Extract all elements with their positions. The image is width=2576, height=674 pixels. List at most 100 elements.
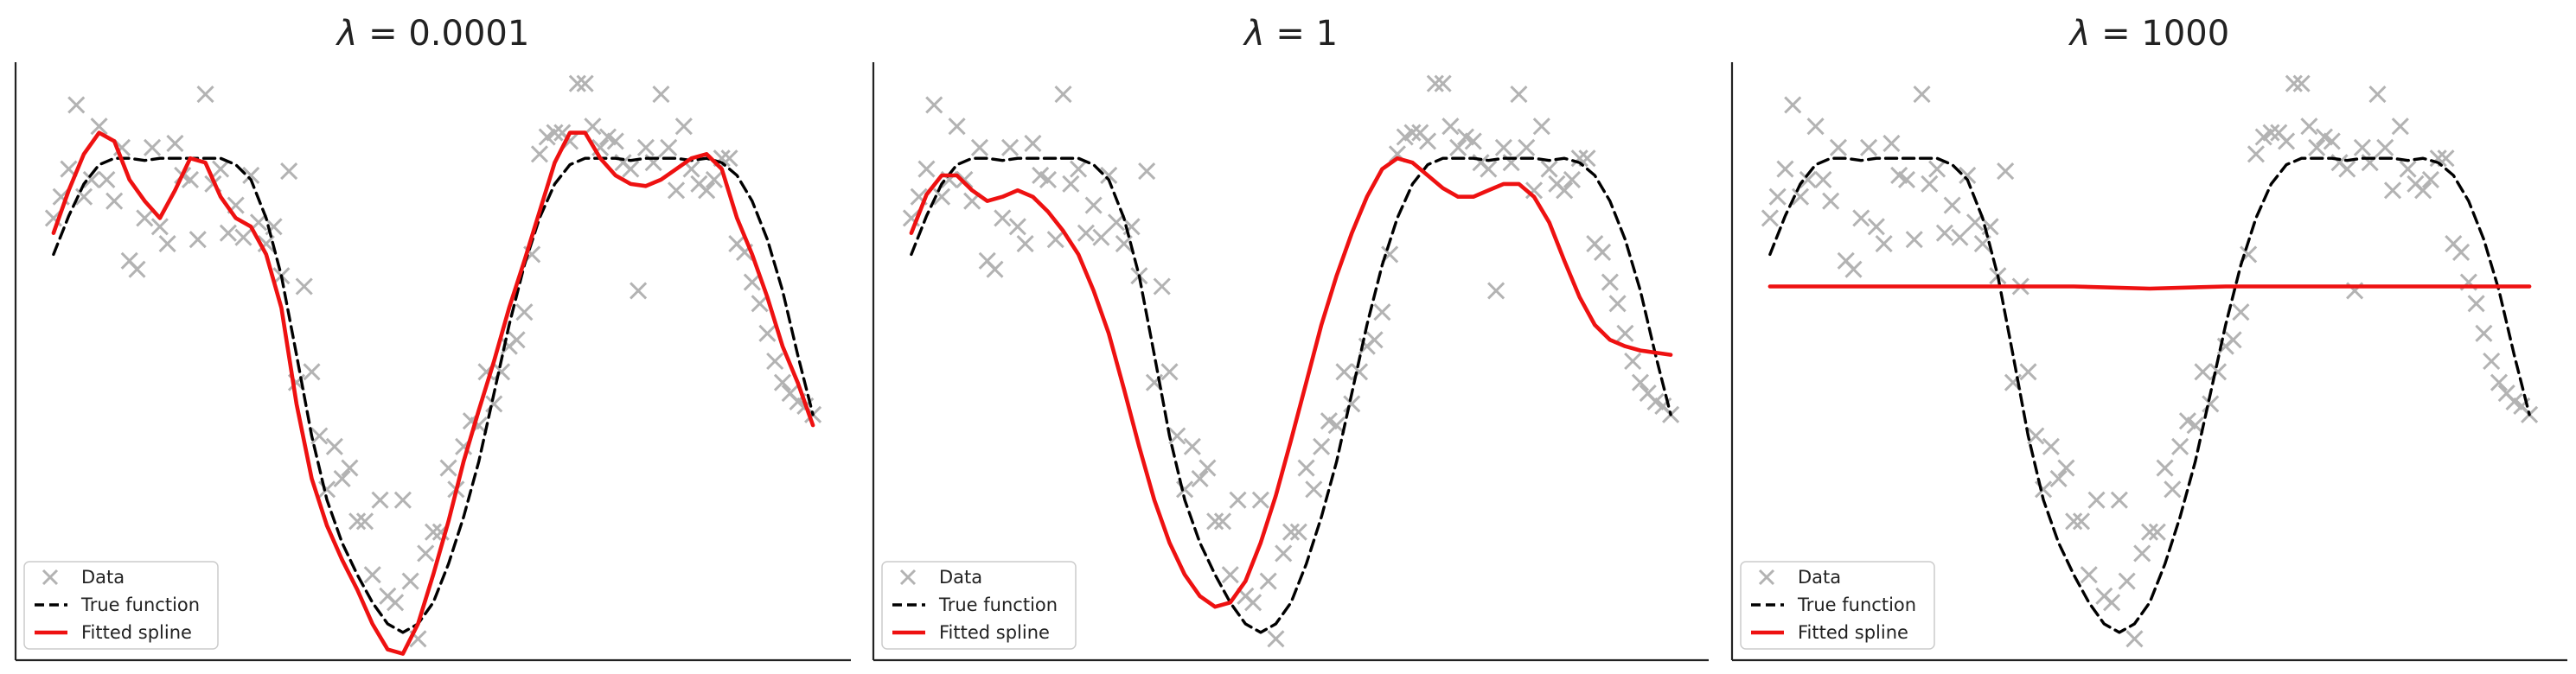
data-point-stroke <box>1175 480 1194 499</box>
data-point <box>1001 138 1020 156</box>
legend-label: True function <box>938 595 1058 615</box>
data-point-stroke <box>553 124 572 142</box>
data-point-stroke <box>82 170 100 188</box>
data-point <box>1776 160 1794 178</box>
data-point-stroke <box>2399 160 2417 178</box>
data-point <box>956 170 974 188</box>
data-point <box>1905 231 1923 249</box>
data-point-stroke <box>2353 138 2371 156</box>
legend-label: Fitted spline <box>81 622 192 643</box>
data-point <box>751 295 769 313</box>
data-point <box>530 145 549 163</box>
data-point-stroke <box>303 363 321 381</box>
data-point-stroke <box>899 569 917 586</box>
data-point <box>1624 352 1642 371</box>
data-point-stroke <box>363 566 381 584</box>
data-point-stroke <box>1282 523 1301 541</box>
legend-label: Data <box>1798 567 1841 588</box>
legend-frame <box>1740 561 1935 650</box>
data-point <box>67 96 86 114</box>
data-point <box>303 363 321 381</box>
data-point-stroke <box>2049 469 2068 487</box>
data-point-stroke <box>2178 412 2196 430</box>
data-point <box>515 303 534 321</box>
data-point <box>166 134 184 152</box>
data-point <box>1403 124 1422 142</box>
legend-item-true-function: True function <box>35 595 200 615</box>
data-point <box>2224 331 2242 349</box>
data-point-stroke <box>2368 86 2387 104</box>
data-point-stroke <box>348 512 367 531</box>
data-point-stroke <box>1259 572 1277 590</box>
legend-data-marker <box>42 569 59 586</box>
chart-title-prefix: λ = <box>1243 14 1316 54</box>
data-point <box>1327 416 1346 435</box>
data-point-stroke <box>98 170 116 188</box>
data-point-stroke <box>660 138 678 156</box>
data-point-stroke <box>485 395 503 413</box>
data-point <box>1070 160 1088 178</box>
data-point-stroke <box>1882 134 1901 152</box>
data-point-stroke <box>1966 213 1985 232</box>
data-point-stroke <box>994 209 1012 227</box>
data-point <box>2483 352 2501 371</box>
data-point-stroke <box>219 224 237 242</box>
data-point <box>2194 363 2212 381</box>
data-point-stroke <box>1799 170 1817 188</box>
data-point <box>2156 459 2174 477</box>
data-point-stroke <box>105 192 124 210</box>
data-point-stroke <box>60 160 78 178</box>
data-point <box>1275 544 1293 563</box>
data-point-stroke <box>234 228 252 246</box>
data-point <box>1191 469 1209 487</box>
data-point <box>2042 437 2060 455</box>
data-point-stroke <box>925 96 943 114</box>
data-point-stroke <box>1449 138 1467 156</box>
data-point-stroke <box>1426 74 1444 92</box>
data-point <box>1016 235 1034 253</box>
data-point <box>1206 512 1224 531</box>
data-point <box>1168 427 1186 445</box>
data-point-stroke <box>325 437 343 455</box>
data-point-stroke <box>948 118 966 136</box>
data-point <box>2323 132 2341 150</box>
data-point <box>1449 138 1467 156</box>
data-point <box>98 170 116 188</box>
chart-title-value: 1000 <box>2141 14 2229 54</box>
data-point-stroke <box>393 491 412 509</box>
data-point-stroke <box>1852 209 1870 227</box>
data-point <box>295 277 313 296</box>
data-point <box>1259 572 1277 590</box>
data-point-stroke <box>2323 132 2341 150</box>
data-point <box>1806 118 1825 136</box>
data-point <box>355 512 374 531</box>
data-point-stroke <box>1115 235 1133 253</box>
data-point-stroke <box>1335 363 1353 381</box>
data-point <box>1115 235 1133 253</box>
data-point-stroke <box>576 74 594 92</box>
data-point <box>1426 74 1444 92</box>
data-point <box>1631 373 1650 391</box>
data-point-stroke <box>1327 416 1346 435</box>
legend-item-data: Data <box>1758 567 1841 588</box>
data-point-stroke <box>2247 145 2266 163</box>
data-point-stroke <box>2224 331 2242 349</box>
data-point-stroke <box>1084 196 1103 214</box>
data-point-stroke <box>181 170 200 188</box>
data-point-stroke <box>1616 324 1634 342</box>
data-point <box>82 170 100 188</box>
data-point <box>1935 224 1953 242</box>
data-point-stroke <box>766 352 784 371</box>
data-point-stroke <box>1639 385 1657 403</box>
legend-label: True function <box>80 595 200 615</box>
data-point <box>606 132 624 150</box>
data-point-stroke <box>2057 459 2075 477</box>
data-point-stroke <box>2483 352 2501 371</box>
data-point <box>2285 74 2303 92</box>
data-point <box>705 170 723 188</box>
legend-label: True function <box>1797 595 1916 615</box>
data-point <box>401 572 419 590</box>
data-point-stroke <box>728 235 746 253</box>
data-point-stroke <box>387 594 405 612</box>
data-point-stroke <box>2140 523 2159 541</box>
